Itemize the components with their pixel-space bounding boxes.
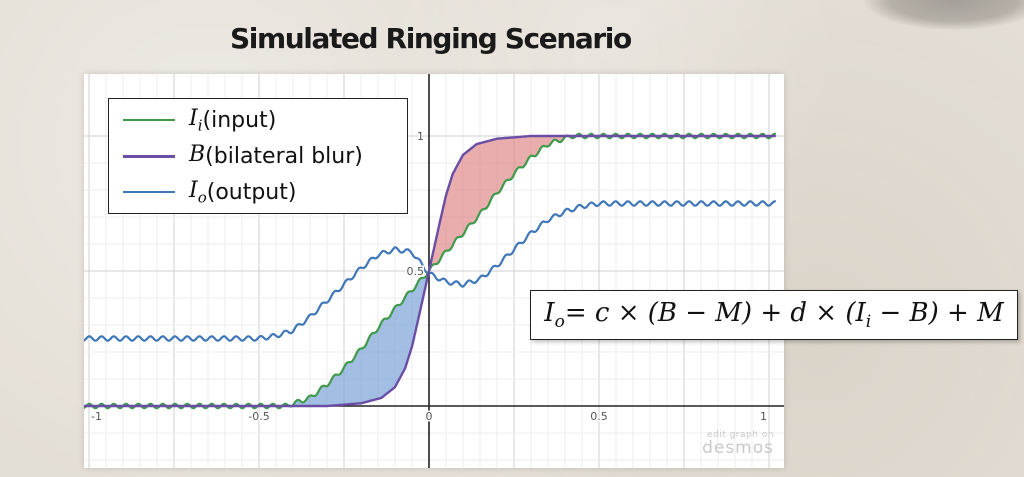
shaded-region-0 bbox=[429, 133, 599, 271]
x-tick-label: -0.5 bbox=[248, 410, 269, 423]
legend-swatch-output bbox=[123, 191, 175, 193]
legend-symbol: Ii bbox=[189, 105, 203, 135]
background-decoration bbox=[864, 0, 1024, 30]
chart-legend: Ii (input) B (bilateral blur) Io (output… bbox=[108, 98, 408, 214]
legend-entry-input: Ii (input) bbox=[123, 105, 276, 135]
slide-title: Simulated Ringing Scenario bbox=[230, 22, 632, 55]
shaded-regions bbox=[259, 133, 599, 409]
legend-entry-blur: B (bilateral blur) bbox=[123, 141, 363, 171]
graph-panel[interactable]: -1 -0.5 0 0.5 1 0.5 1 Ii (input) B (bilateral … bbox=[84, 74, 784, 468]
y-tick-label: 0.5 bbox=[407, 265, 425, 278]
watermark-line1: edit graph on bbox=[706, 430, 774, 440]
legend-label: (output) bbox=[206, 179, 297, 205]
x-tick-label: 1 bbox=[760, 410, 767, 423]
y-tick-label: 1 bbox=[417, 130, 424, 143]
formula-rhs: = c × (B − M) + d × (Ii − B) + M bbox=[564, 297, 1004, 333]
watermark-logo-text: desmos bbox=[702, 438, 774, 458]
series-lines bbox=[84, 132, 777, 410]
formula-box: Io = c × (B − M) + d × (Ii − B) + M bbox=[530, 290, 1018, 340]
legend-label: (input) bbox=[202, 107, 277, 133]
x-tick-label: 0 bbox=[426, 410, 433, 423]
desmos-watermark[interactable]: edit graph on desmos bbox=[702, 430, 774, 458]
legend-entry-output: Io (output) bbox=[123, 177, 296, 207]
tick-labels: -1 -0.5 0 0.5 1 0.5 1 bbox=[90, 129, 769, 425]
legend-swatch-blur bbox=[123, 154, 175, 158]
legend-symbol: Io bbox=[189, 177, 207, 207]
x-tick-label: -1 bbox=[91, 410, 102, 423]
legend-label: (bilateral blur) bbox=[205, 143, 363, 169]
legend-swatch-input bbox=[123, 119, 175, 121]
formula-lhs: Io bbox=[544, 297, 565, 333]
legend-symbol: B bbox=[189, 141, 206, 167]
shaded-region-1 bbox=[259, 271, 429, 409]
x-tick-label: 0.5 bbox=[590, 410, 608, 423]
series-line-blur bbox=[84, 134, 777, 408]
